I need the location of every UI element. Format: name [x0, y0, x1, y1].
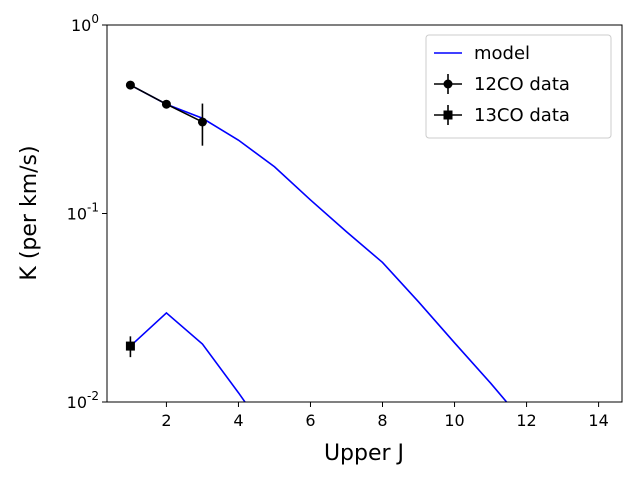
x-tick-label: 12	[516, 411, 536, 430]
series-line	[130, 84, 508, 402]
x-tick-label: 8	[377, 411, 387, 430]
x-tick-label: 10	[444, 411, 464, 430]
x-tick-label: 2	[161, 411, 171, 430]
x-tick-label: 4	[233, 411, 243, 430]
x-tick-label: 6	[305, 411, 315, 430]
marker	[125, 341, 135, 351]
series-line	[129, 311, 246, 402]
x-axis-label: Upper J	[324, 441, 404, 466]
y-tick-label: 10-2	[67, 389, 99, 412]
legend-label: 13CO data	[474, 105, 570, 126]
plot-area	[125, 80, 508, 402]
y-axis-label: K (per km/s)	[17, 145, 42, 280]
x-tick-label: 14	[588, 411, 608, 430]
legend-marker	[443, 79, 453, 89]
marker	[161, 99, 171, 109]
legend-label: model	[474, 43, 530, 64]
marker	[197, 117, 207, 127]
legend-box	[425, 34, 612, 139]
legend-label: 12CO data	[474, 74, 570, 95]
marker	[125, 80, 135, 90]
y-tick-label: 100	[71, 12, 99, 35]
legend-marker	[443, 110, 453, 120]
y-tick-label: 10-1	[67, 201, 99, 224]
